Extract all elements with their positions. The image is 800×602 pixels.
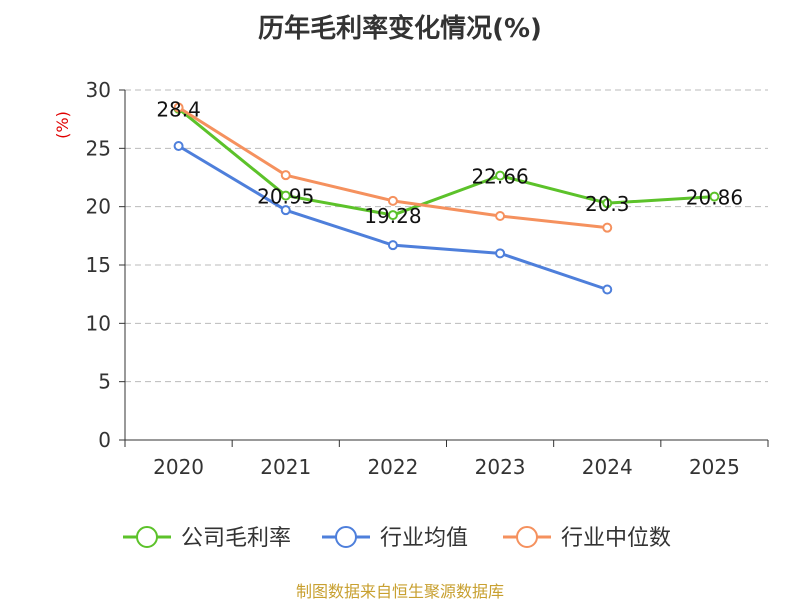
data-point[interactable] bbox=[280, 170, 291, 181]
y-tick-label: 5 bbox=[98, 370, 111, 394]
legend-item-2[interactable]: 行业中位数 bbox=[503, 526, 671, 551]
y-tick-label: 30 bbox=[86, 78, 111, 102]
data-label: 28.4 bbox=[156, 98, 201, 122]
data-point[interactable] bbox=[495, 170, 506, 181]
data-label: 19.28 bbox=[364, 204, 421, 228]
y-axis-label: (%) bbox=[53, 111, 72, 139]
data-label: 22.66 bbox=[471, 165, 528, 189]
data-point[interactable] bbox=[602, 284, 613, 295]
data-point[interactable] bbox=[387, 210, 398, 221]
chart-title: 历年毛利率变化情况(%) bbox=[258, 14, 542, 44]
data-point[interactable] bbox=[173, 141, 184, 151]
legend: 公司毛利率 行业均值 行业中位数 bbox=[123, 526, 671, 551]
series-line-0 bbox=[177, 107, 715, 217]
legend-marker-icon bbox=[136, 526, 158, 548]
data-label-layer: 28.4 20.95 19.28 22.66 20.3 20.86 bbox=[156, 98, 743, 228]
legend-marker-icon bbox=[516, 526, 538, 548]
x-tick-label: 2021 bbox=[260, 455, 311, 479]
y-tick-label: 20 bbox=[86, 195, 111, 219]
legend-label: 行业均值 bbox=[380, 526, 468, 551]
data-point[interactable] bbox=[173, 102, 184, 113]
data-label: 20.86 bbox=[686, 186, 743, 210]
grid-layer bbox=[125, 89, 768, 383]
x-tick-label: 2022 bbox=[367, 455, 418, 479]
data-label: 20.3 bbox=[585, 192, 630, 216]
data-label: 20.95 bbox=[257, 185, 314, 209]
legend-item-0[interactable]: 公司毛利率 bbox=[123, 526, 291, 551]
x-tick-label: 2025 bbox=[689, 455, 740, 479]
x-tick-label: 2024 bbox=[582, 455, 633, 479]
y-tick-label: 10 bbox=[86, 311, 111, 335]
data-point[interactable] bbox=[602, 222, 613, 233]
legend-marker-icon bbox=[335, 526, 357, 548]
data-point[interactable] bbox=[280, 190, 291, 201]
data-point[interactable] bbox=[602, 198, 613, 209]
data-point[interactable] bbox=[709, 191, 720, 202]
series-layer bbox=[173, 102, 720, 295]
data-point[interactable] bbox=[387, 240, 398, 251]
legend-item-1[interactable]: 行业均值 bbox=[322, 526, 468, 551]
source-note: 制图数据来自恒生聚源数据库 bbox=[295, 582, 504, 601]
y-tick-label: 0 bbox=[98, 428, 111, 452]
legend-label: 行业中位数 bbox=[561, 526, 671, 551]
y-tick-label: 15 bbox=[86, 253, 111, 277]
data-point[interactable] bbox=[387, 195, 398, 206]
x-tick-label: 2020 bbox=[153, 455, 204, 479]
data-point[interactable] bbox=[495, 248, 506, 259]
y-tick-label: 25 bbox=[86, 136, 111, 160]
x-tick-label: 2023 bbox=[475, 455, 526, 479]
legend-label: 公司毛利率 bbox=[181, 526, 291, 551]
data-point[interactable] bbox=[280, 205, 291, 216]
data-point[interactable] bbox=[495, 211, 506, 221]
